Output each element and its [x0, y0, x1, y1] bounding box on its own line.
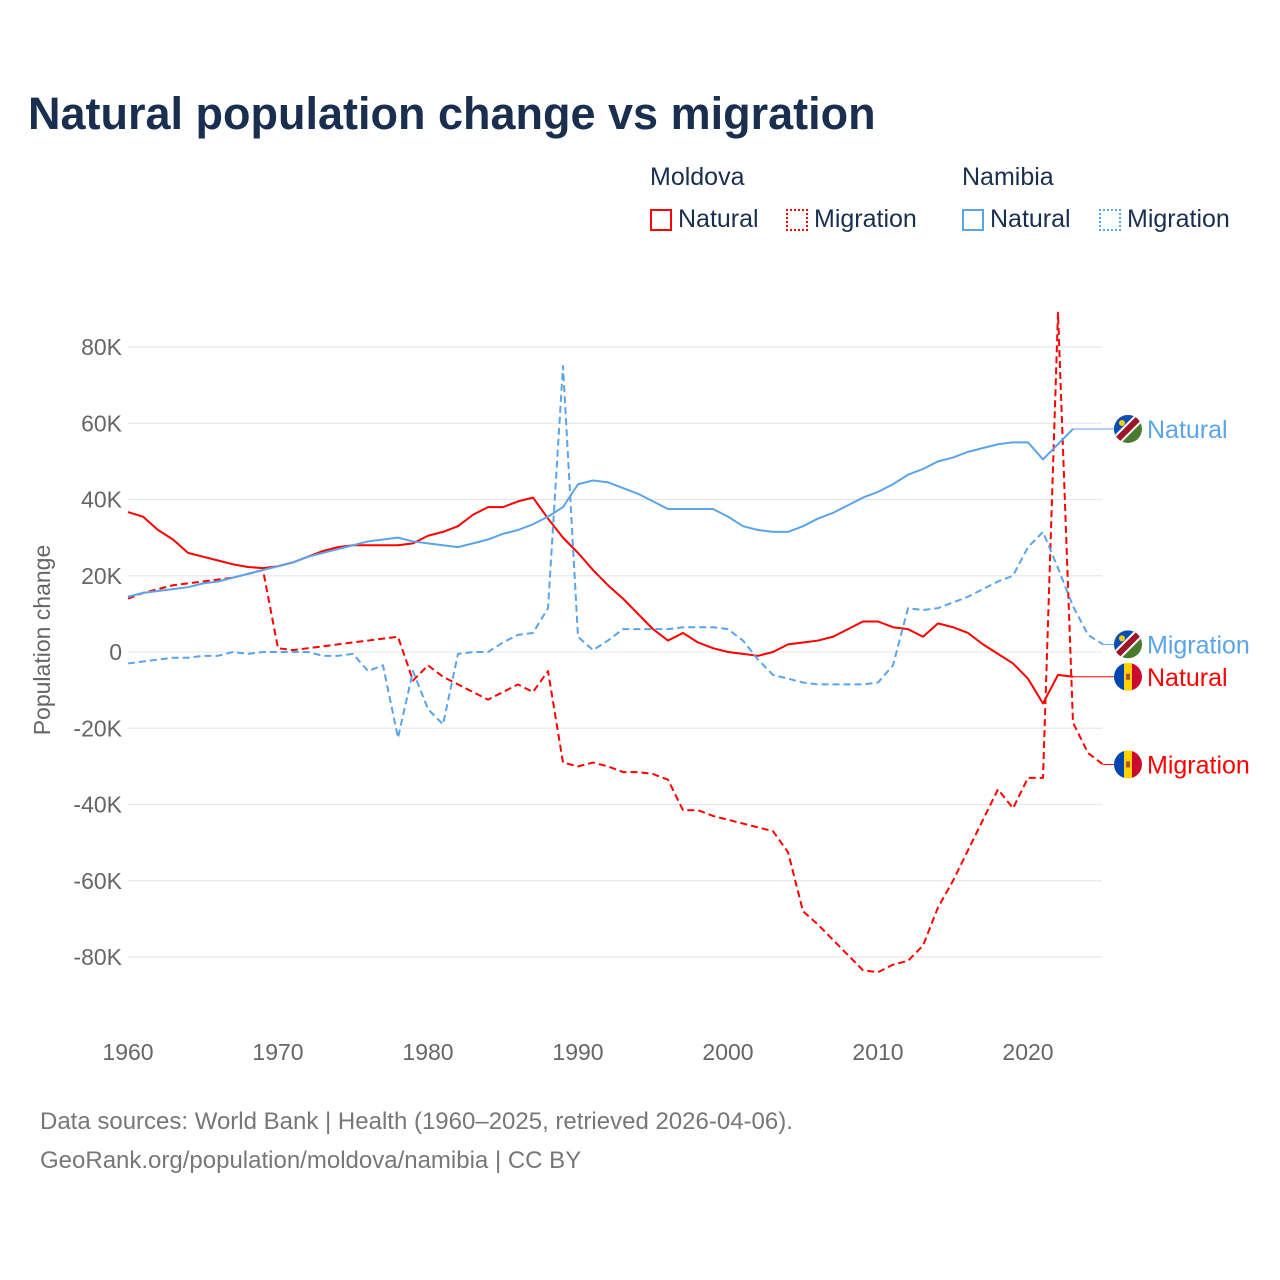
y-axis-label: Population change — [29, 545, 55, 736]
end-label: Natural — [1147, 416, 1228, 444]
legend-swatch-dotted — [786, 208, 808, 231]
legend-label: Migration — [1127, 205, 1230, 233]
y-tick-label: 60K — [81, 410, 123, 436]
flag-blue — [1114, 750, 1124, 779]
source-url[interactable]: GeoRank.org/population/moldova/namibia |… — [40, 1147, 582, 1174]
legend-label: Migration — [814, 205, 917, 233]
flag-red — [1132, 750, 1142, 779]
moldova-flag-icon — [1114, 750, 1142, 779]
x-tick-label: 1960 — [102, 1039, 153, 1065]
legend-swatch-solid — [650, 208, 672, 231]
end-label: Migration — [1147, 751, 1250, 779]
flag-red — [1132, 662, 1142, 691]
x-tick-label: 1980 — [402, 1039, 453, 1065]
y-tick-label: 0 — [109, 639, 122, 665]
legend-swatch-dotted — [1099, 208, 1121, 231]
namibia-flag-icon — [1114, 630, 1142, 659]
flag-sun — [1119, 419, 1125, 426]
x-tick-label: 2000 — [702, 1039, 753, 1065]
series-line-moldova-migration — [127, 311, 1104, 974]
flag-blue — [1114, 662, 1124, 691]
y-tick-label: -40K — [73, 792, 122, 818]
moldova-flag-icon — [1114, 662, 1142, 691]
flag-emblem — [1126, 673, 1130, 680]
x-tick-label: 1990 — [552, 1039, 603, 1065]
x-tick-label: 2010 — [852, 1039, 903, 1065]
chart-title: Natural population change vs migration — [28, 88, 876, 139]
y-tick-label: -80K — [73, 944, 122, 970]
legend-namibia-natural[interactable]: Natural — [962, 205, 1071, 234]
legend-label: Natural — [990, 205, 1071, 233]
end-label: Natural — [1147, 664, 1228, 692]
series-line-namibia-migration — [127, 365, 1104, 739]
legend-swatch-solid — [962, 208, 984, 231]
legend-group-moldova: Moldova — [650, 163, 745, 191]
legend-namibia-migration[interactable]: Migration — [1099, 205, 1230, 234]
y-tick-label: -60K — [73, 868, 122, 894]
end-label: Migration — [1147, 631, 1250, 659]
x-tick-label: 2020 — [1002, 1039, 1053, 1065]
legend-moldova-migration[interactable]: Migration — [786, 205, 917, 234]
y-tick-label: 40K — [81, 487, 123, 513]
series-line-namibia-natural — [127, 428, 1074, 598]
legend-moldova-natural[interactable]: Natural — [650, 205, 759, 234]
flag-emblem — [1126, 761, 1130, 768]
x-tick-label: 1970 — [252, 1039, 303, 1065]
y-tick-label: -20K — [73, 715, 122, 741]
y-tick-label: 80K — [81, 334, 123, 360]
legend-group-namibia: Namibia — [962, 163, 1054, 191]
legend-label: Natural — [678, 205, 759, 233]
flag-sun — [1119, 635, 1125, 642]
namibia-flag-icon — [1114, 414, 1142, 443]
source-line: Data sources: World Bank | Health (1960–… — [40, 1108, 793, 1135]
y-tick-label: 20K — [81, 563, 123, 589]
